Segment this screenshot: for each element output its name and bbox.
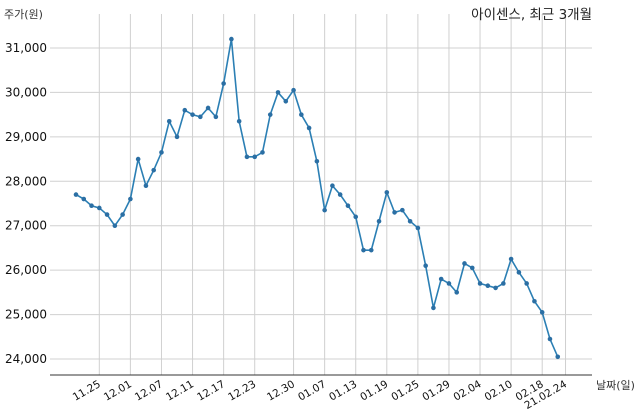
x-tick-label: 01.25 <box>389 378 421 403</box>
data-point <box>330 183 335 189</box>
data-point <box>89 203 94 209</box>
x-tick-label: 01.19 <box>358 378 390 403</box>
x-axis-label: 날짜(일) <box>596 378 635 392</box>
data-point <box>151 167 156 173</box>
y-tick-label: 29,000 <box>5 130 47 144</box>
y-tick-label: 24,000 <box>5 352 47 366</box>
x-tick-label: 12.07 <box>133 378 165 403</box>
data-point <box>252 154 258 160</box>
data-point <box>524 281 529 286</box>
data-point <box>291 87 296 93</box>
data-point <box>198 114 203 120</box>
y-tick-label: 30,000 <box>5 85 47 99</box>
x-tick-label: 02.10 <box>483 378 515 403</box>
data-point <box>275 90 281 95</box>
price-series-line <box>75 38 559 358</box>
x-tick-label: 12.11 <box>164 378 196 403</box>
price-data-points <box>73 36 561 360</box>
y-axis-label: 주가(원) <box>4 8 43 21</box>
data-point <box>501 281 506 286</box>
data-point <box>159 150 164 155</box>
data-point <box>485 283 491 288</box>
data-point <box>532 298 537 304</box>
data-point <box>314 158 320 164</box>
y-tick-label: 28,000 <box>5 174 47 188</box>
data-point <box>166 119 172 124</box>
data-point <box>221 81 226 86</box>
data-point <box>322 207 327 213</box>
data-point <box>384 190 390 195</box>
data-point <box>135 156 141 162</box>
data-point <box>508 256 514 262</box>
data-point <box>415 225 421 231</box>
x-tick-label: 12.17 <box>195 378 227 403</box>
data-point <box>454 290 460 295</box>
data-point <box>438 276 444 282</box>
y-tick-label: 25,000 <box>5 308 47 322</box>
data-point <box>547 336 553 342</box>
data-point <box>174 134 180 140</box>
x-tick-label: 01.07 <box>296 378 328 403</box>
data-point <box>267 112 273 117</box>
data-point <box>337 192 343 197</box>
data-point <box>81 196 87 202</box>
data-point <box>400 207 405 213</box>
data-point <box>97 205 102 211</box>
data-point <box>555 354 561 360</box>
data-point <box>229 36 234 42</box>
data-point <box>469 265 475 271</box>
y-tick-labels: 24,000 25,000 26,000 27,000 28,000 29,000 30,0… <box>5 41 47 366</box>
data-point <box>516 270 522 275</box>
data-point <box>345 203 351 209</box>
data-point <box>431 305 436 311</box>
data-point <box>205 105 211 111</box>
x-tick-labels: 11.25 12.01 12.07 12.11 12.17 12.23 12.30 01.07… <box>71 378 570 412</box>
x-tick-label: 12.01 <box>102 378 134 403</box>
data-point <box>190 112 195 117</box>
data-point <box>104 212 110 217</box>
data-point <box>407 218 413 224</box>
data-point <box>446 281 452 286</box>
data-point <box>423 263 428 269</box>
chart-title: 아이센스, 최근 3개월 <box>471 7 592 23</box>
data-point <box>493 285 498 291</box>
data-point <box>143 183 149 189</box>
data-point <box>376 218 382 224</box>
x-tick-label: 11.25 <box>71 378 103 403</box>
data-point <box>361 247 366 253</box>
data-point <box>120 212 125 217</box>
data-point <box>213 114 219 120</box>
data-point <box>306 125 312 131</box>
data-point <box>73 192 79 197</box>
y-tick-label: 27,000 <box>5 219 47 233</box>
data-point <box>283 99 289 104</box>
data-point <box>299 112 304 117</box>
x-tick-label: 01.29 <box>420 378 452 403</box>
x-tick-label: 01.13 <box>327 378 359 403</box>
data-point <box>128 196 133 202</box>
data-point <box>236 119 242 124</box>
data-point <box>182 107 188 113</box>
y-tick-label: 31,000 <box>5 41 47 55</box>
data-point <box>392 210 397 215</box>
data-point <box>477 281 483 286</box>
x-tick-label: 02.04 <box>452 378 484 404</box>
data-point <box>112 223 118 229</box>
data-point <box>260 150 265 155</box>
data-point <box>353 214 359 220</box>
data-point <box>462 261 467 266</box>
y-tick-label: 26,000 <box>5 263 47 277</box>
data-point <box>539 310 545 315</box>
x-tick-label: 12.30 <box>265 378 297 403</box>
data-point <box>244 154 250 160</box>
data-point <box>368 247 374 253</box>
x-tick-label: 12.23 <box>226 378 258 403</box>
